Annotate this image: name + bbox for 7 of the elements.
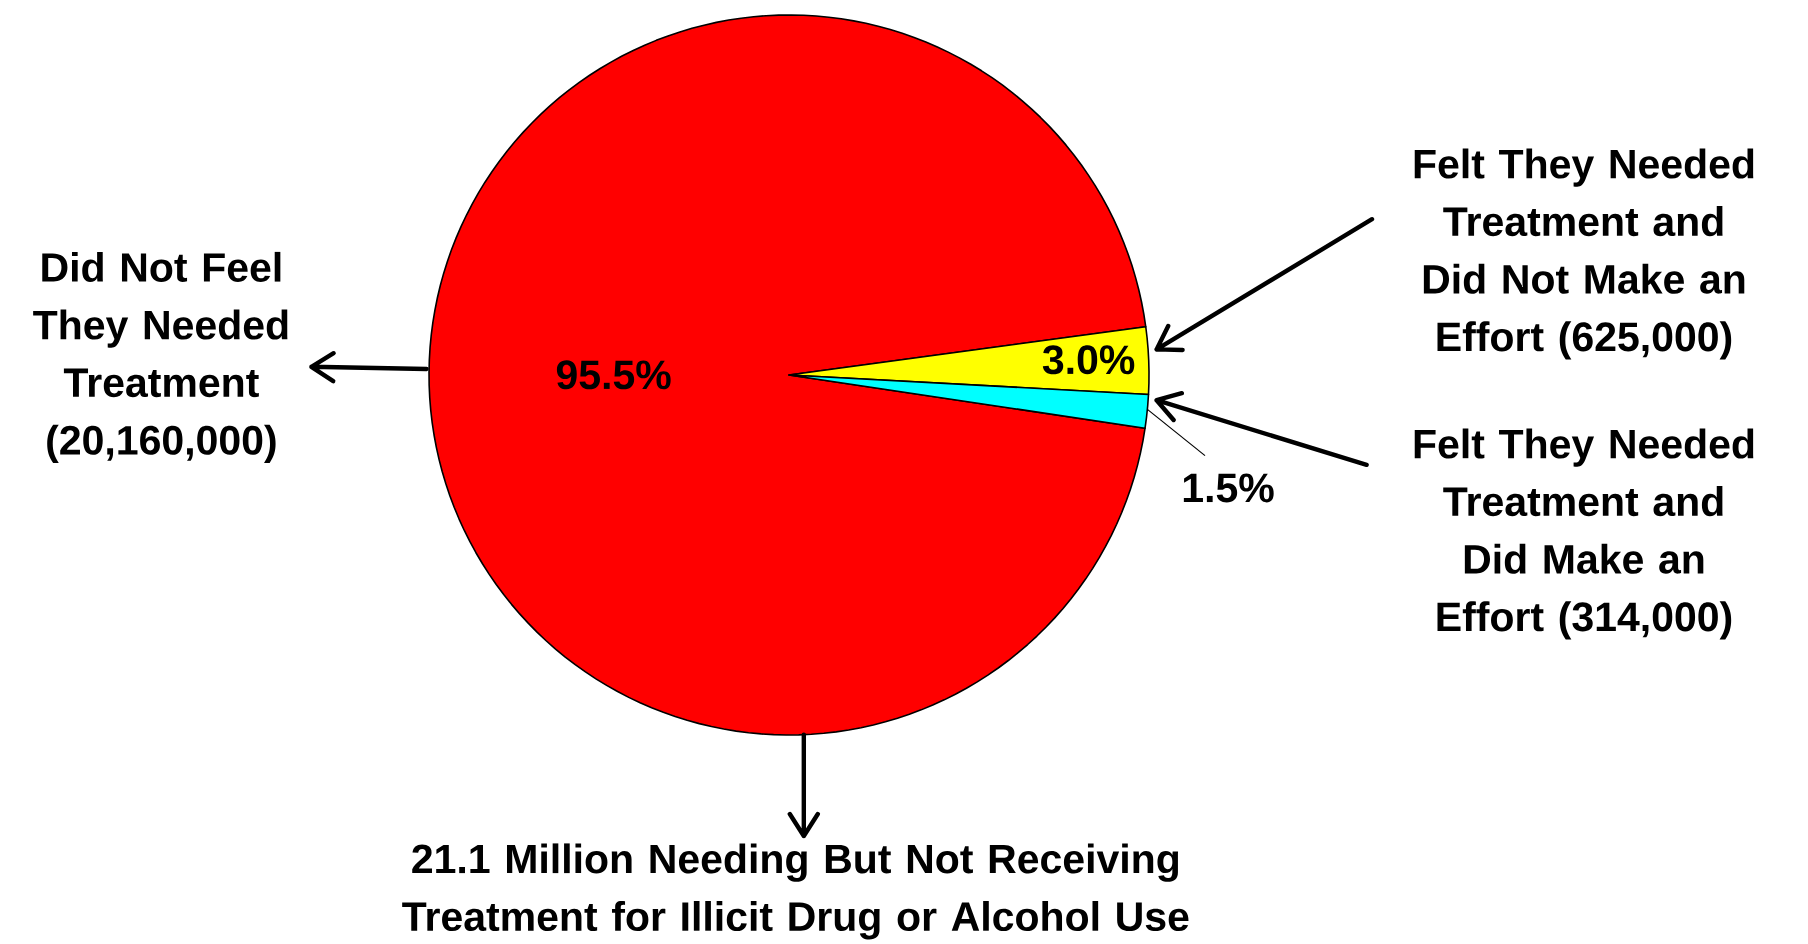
- data-label: 3.0%: [1042, 345, 1135, 375]
- slice-label: Felt They Needed Treatment and Did Not Make an Effort (625,000): [1414, 148, 1754, 360]
- slice-label: Felt They Needed Treatment and Did Make an Effort (314,000): [1414, 428, 1754, 640]
- legend-label: Did Not Feel They Needed Treatment (20,160,000): [33, 251, 288, 463]
- data-label: 95.5%: [556, 360, 671, 390]
- data-label: 1.5%: [1183, 473, 1274, 503]
- text: 21.1 Million Needing But Not Receiving Treatment for Illicit Drug or Alcohol Use: [402, 843, 1189, 940]
